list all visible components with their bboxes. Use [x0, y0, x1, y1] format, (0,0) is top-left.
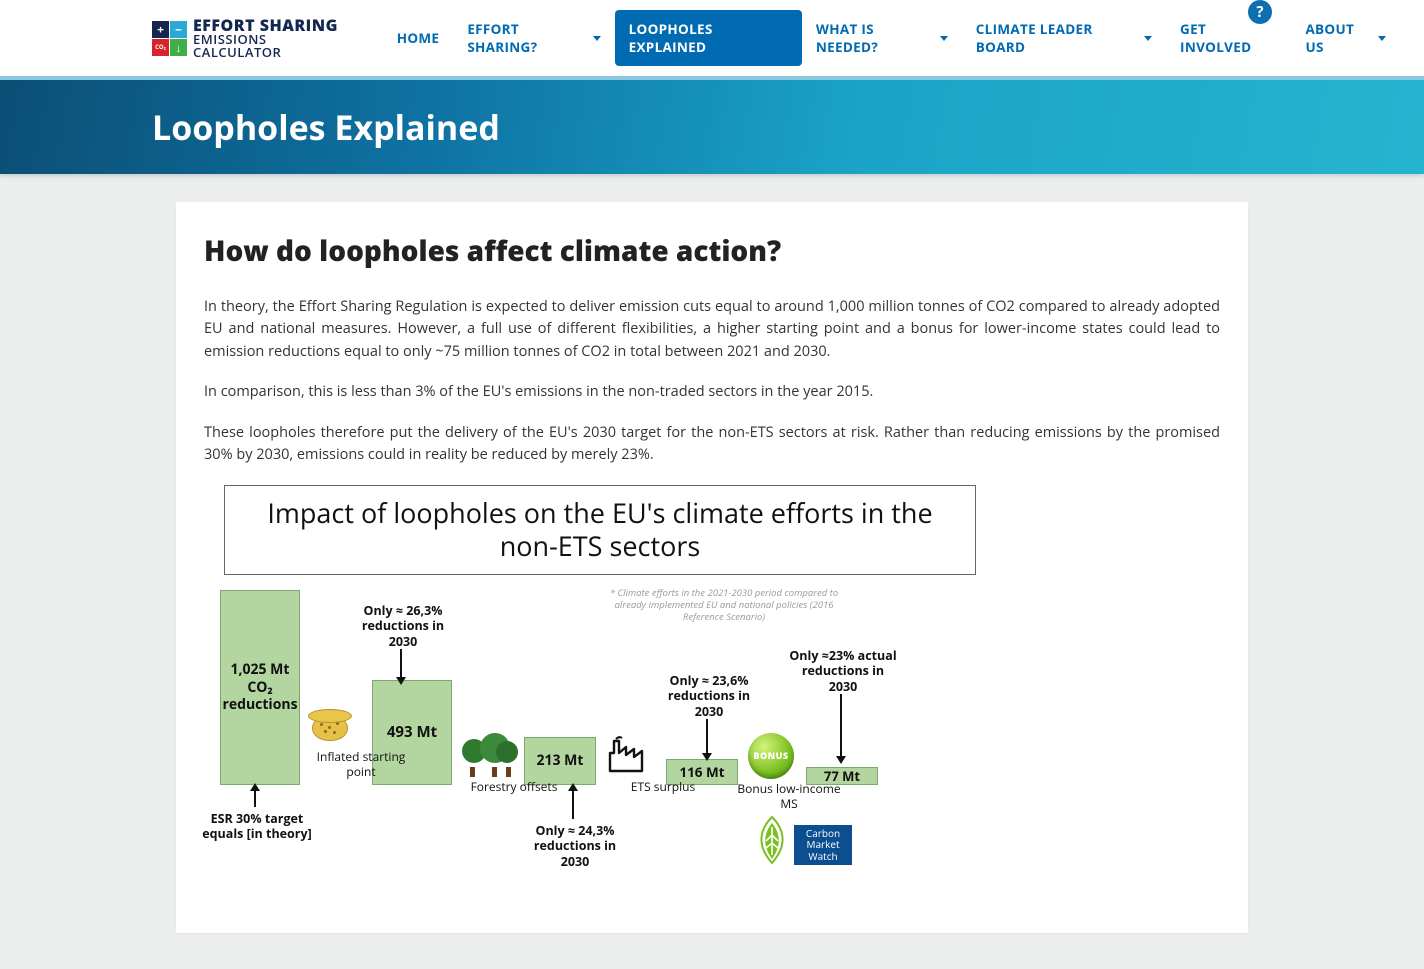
- nav-label: ABOUT US: [1305, 20, 1373, 56]
- nav-label: CLIMATE LEADER BOARD: [976, 20, 1139, 56]
- arrow-line: [840, 694, 842, 758]
- logo-cell: ↓: [170, 39, 187, 56]
- article-heading: How do loopholes affect climate action?: [204, 232, 1220, 270]
- logo[interactable]: +−CO₂↓ EFFORT SHARING EMISSIONS CALCULAT…: [152, 17, 353, 59]
- chevron-down-icon: [593, 36, 601, 41]
- carbon-market-watch-badge: Carbon Market Watch: [794, 825, 852, 865]
- ig-bottom-label-0: ESR 30% target equals [in theory]: [202, 811, 312, 842]
- infographic-title: Impact of loopholes on the EU's climate …: [224, 485, 976, 575]
- nav-item-effort-sharing[interactable]: EFFORT SHARING?: [453, 10, 614, 66]
- logo-cell: −: [170, 21, 187, 38]
- hero-banner: Loopholes Explained: [0, 76, 1424, 174]
- ig-bottom-label-2: Forestry offsets: [459, 779, 569, 794]
- article-p2: In comparison, this is less than 3% of t…: [204, 381, 1220, 403]
- nav-item-what-is-needed[interactable]: WHAT IS NEEDED?: [802, 10, 962, 66]
- ig-top-label-2: Only ≈23% actual reductions in 2030: [788, 648, 898, 695]
- logo-text: EFFORT SHARING EMISSIONS CALCULATOR: [193, 17, 353, 59]
- arrow-line: [572, 789, 574, 819]
- arrow-line: [254, 789, 256, 807]
- article-p3: These loopholes therefore put the delive…: [204, 422, 1220, 467]
- article-card: How do loopholes affect climate action? …: [176, 202, 1248, 933]
- logo-grid: +−CO₂↓: [152, 21, 187, 56]
- ig-bottom-label-5: Only ≈ 24,3% reductions in 2030: [520, 823, 630, 870]
- help-button[interactable]: ?: [1248, 0, 1272, 24]
- nav-label: LOOPHOLES EXPLAINED: [629, 20, 788, 56]
- arrow-down-icon: [836, 756, 846, 764]
- arrow-down-icon: [396, 677, 406, 685]
- infographic-footnote: * Climate efforts in the 2021-2030 perio…: [604, 587, 844, 623]
- nav-item-get-involved[interactable]: GET INVOLVED: [1166, 10, 1291, 66]
- nav-item-about-us[interactable]: ABOUT US: [1291, 10, 1400, 66]
- nav-label: GET INVOLVED: [1180, 20, 1277, 56]
- nav-item-climate-leader-board[interactable]: CLIMATE LEADER BOARD: [962, 10, 1166, 66]
- article-p1: In theory, the Effort Sharing Regulation…: [204, 296, 1220, 363]
- main-nav: HOME EFFORT SHARING? LOOPHOLES EXPLAINED WH…: [383, 10, 1400, 66]
- arrow-line: [706, 719, 708, 755]
- arrow-up-icon: [568, 783, 578, 791]
- arrow-line: [400, 649, 402, 679]
- nav-label: EFFORT SHARING?: [467, 20, 587, 56]
- logo-cell: CO₂: [152, 39, 169, 56]
- nav-item-home[interactable]: HOME: [383, 19, 454, 57]
- nav-label: WHAT IS NEEDED?: [816, 20, 935, 56]
- topbar: +−CO₂↓ EFFORT SHARING EMISSIONS CALCULAT…: [0, 0, 1424, 76]
- ig-bottom-label-3: ETS surplus: [608, 779, 718, 794]
- ig-bottom-label-4: Bonus low-income MS: [734, 781, 844, 811]
- nav-item-loopholes-explained[interactable]: LOOPHOLES EXPLAINED: [615, 10, 802, 66]
- ig-top-label-1: Only ≈ 23,6% reductions in 2030: [654, 673, 764, 720]
- arrow-up-icon: [250, 783, 260, 791]
- nav-label: HOME: [397, 29, 440, 47]
- logo-line2: EMISSIONS CALCULATOR: [193, 33, 353, 59]
- bonus-icon: BONUS: [748, 733, 794, 779]
- page-title: Loopholes Explained: [152, 104, 500, 150]
- logo-cell: +: [152, 21, 169, 38]
- factory-icon: [606, 735, 654, 775]
- ig-bar-0: 1,025 Mt CO₂ reductions: [220, 590, 300, 785]
- arrow-down-icon: [702, 753, 712, 761]
- chevron-down-icon: [1144, 36, 1152, 41]
- leaf-icon: [752, 815, 792, 865]
- ig-bottom-label-1: Inflated starting point: [306, 749, 416, 779]
- ig-top-label-0: Only ≈ 26,3% reductions in 2030: [348, 603, 458, 650]
- chevron-down-icon: [940, 36, 948, 41]
- chevron-down-icon: [1378, 36, 1386, 41]
- infographic: Impact of loopholes on the EU's climate …: [204, 485, 1220, 903]
- pot-icon: [308, 705, 352, 745]
- tree-icon: [456, 731, 518, 777]
